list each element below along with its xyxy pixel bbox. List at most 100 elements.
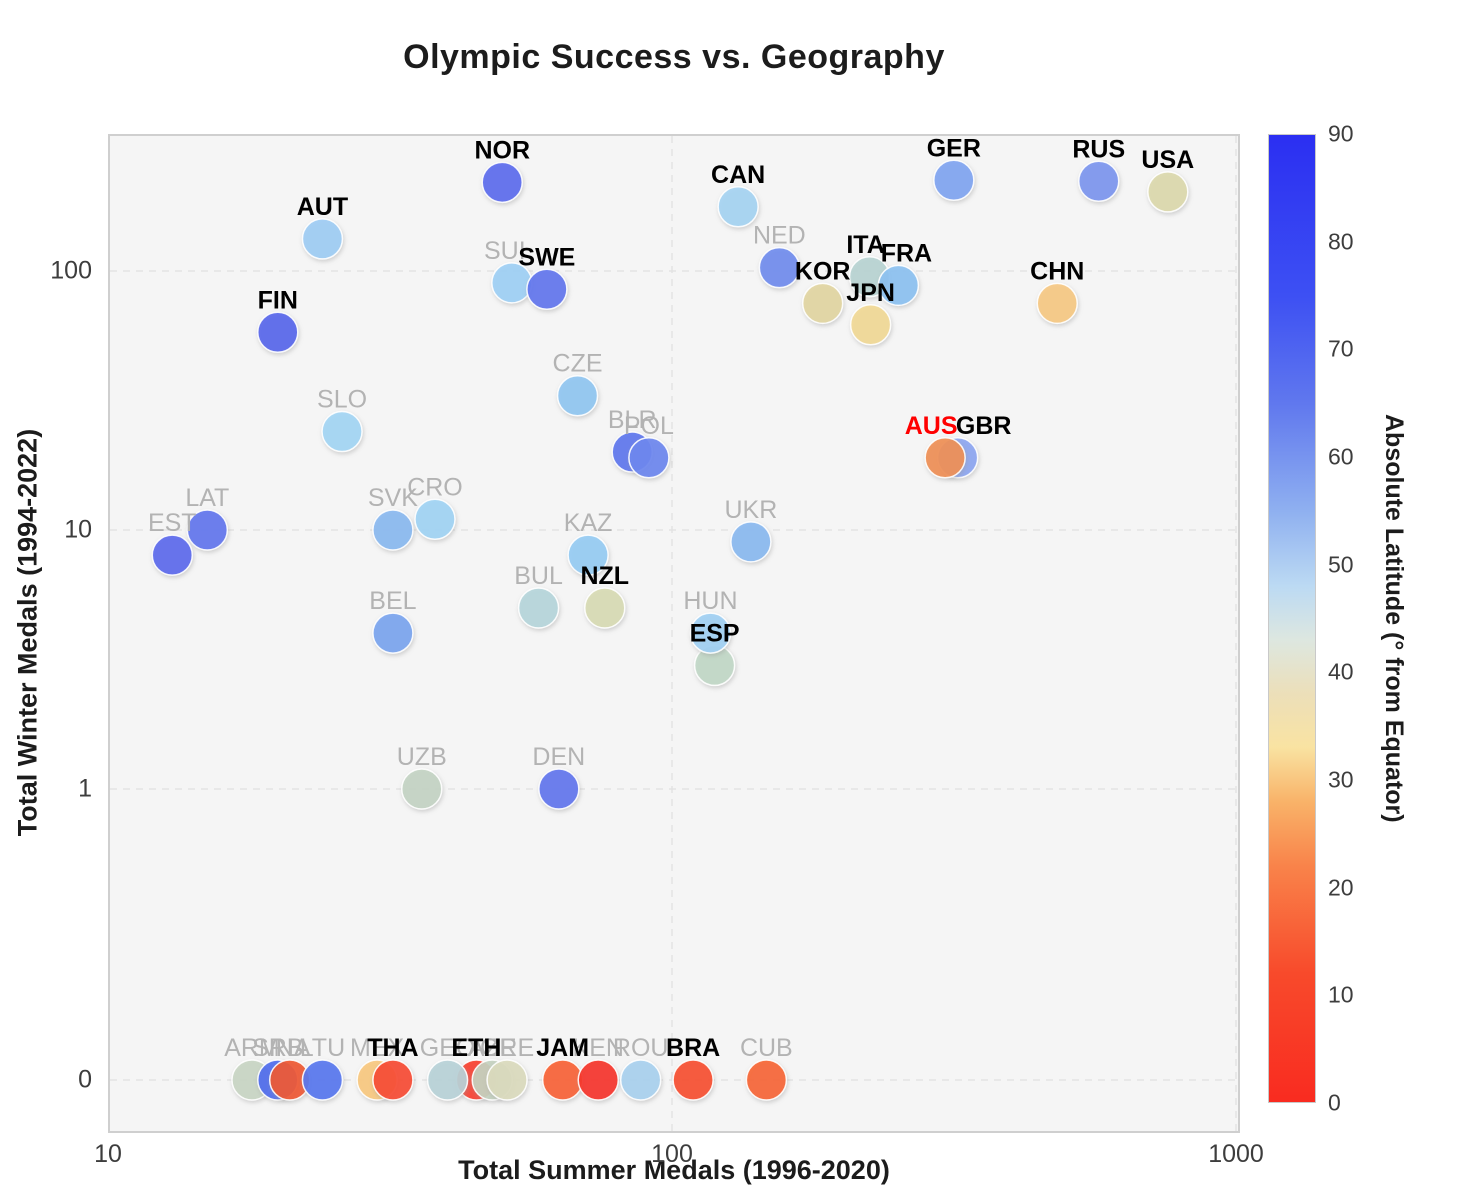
colorbar-tick-40: 40	[1328, 658, 1354, 685]
point-label-INA: INA	[269, 1034, 311, 1062]
data-point-SVK	[372, 509, 414, 551]
point-label-USA: USA	[1141, 146, 1194, 174]
point-label-DEN: DEN	[532, 743, 585, 771]
data-point-RUS	[1077, 160, 1120, 203]
point-label-ITA: ITA	[846, 231, 884, 259]
point-label-JPN: JPN	[846, 279, 895, 307]
point-label-EST: EST	[148, 509, 197, 537]
data-point-BUL	[517, 587, 560, 629]
point-label-ETH: ETH	[451, 1034, 501, 1062]
y-tick-1: 1	[78, 774, 92, 803]
point-label-BRA: BRA	[666, 1034, 720, 1062]
data-point-CUB	[745, 1059, 788, 1101]
x-tick-1000: 1000	[1208, 1140, 1264, 1168]
point-label-FRA: FRA	[881, 239, 932, 267]
data-point-LTU	[301, 1059, 344, 1101]
data-point-UZB	[401, 768, 443, 810]
data-point-LAT	[186, 509, 229, 551]
point-label-ESP: ESP	[690, 619, 740, 647]
point-label-NZL: NZL	[580, 562, 629, 590]
data-point-KEN	[577, 1059, 619, 1101]
data-point-GER	[933, 159, 975, 202]
point-label-NOR: NOR	[474, 136, 530, 164]
point-label-KEN: KEN	[573, 1034, 624, 1062]
data-point-JAM	[541, 1059, 584, 1101]
point-label-GER: GER	[927, 134, 981, 162]
point-label-ROU: ROU	[613, 1034, 669, 1062]
colorbar-tick-50: 50	[1328, 551, 1354, 578]
data-point-HUN	[689, 612, 732, 654]
data-point-FIN	[257, 311, 299, 354]
data-point-CAN	[717, 186, 759, 228]
point-label-BUL: BUL	[514, 562, 563, 590]
data-point-EST	[151, 534, 194, 576]
data-point-GRE	[486, 1059, 528, 1101]
data-point-CHN	[1036, 282, 1078, 325]
colorbar	[1268, 134, 1316, 1103]
data-point-NZL	[584, 587, 626, 629]
chart-title: Olympic Success vs. Geography	[403, 38, 945, 76]
data-point-DEN	[538, 768, 580, 810]
point-label-BEL: BEL	[369, 587, 416, 615]
point-label-SUI: SUI	[484, 237, 526, 265]
point-label-CZE: CZE	[553, 350, 603, 378]
data-point-BRA	[672, 1059, 714, 1101]
point-label-KOR: KOR	[795, 257, 851, 285]
point-label-RUS: RUS	[1072, 135, 1125, 163]
colorbar-tick-70: 70	[1328, 335, 1354, 362]
x-axis-title: Total Summer Medals (1996-2020)	[458, 1155, 890, 1185]
point-label-CRO: CRO	[407, 473, 463, 501]
point-label-SVK: SVK	[368, 484, 418, 512]
point-label-CUB: CUB	[740, 1034, 793, 1062]
point-label-SWE: SWE	[518, 243, 575, 271]
data-point-KOR	[801, 282, 844, 325]
point-label-GRE: GRE	[480, 1034, 534, 1062]
point-label-THA: THA	[367, 1034, 418, 1062]
colorbar-tick-30: 30	[1328, 766, 1354, 793]
colorbar-tick-10: 10	[1328, 981, 1354, 1008]
data-point-CRO	[414, 498, 456, 541]
point-label-UKR: UKR	[724, 496, 777, 524]
data-point-POL	[628, 437, 670, 479]
point-label-KAZ: KAZ	[564, 509, 613, 537]
colorbar-tick-60: 60	[1328, 443, 1354, 470]
data-point-KAZ	[567, 534, 609, 576]
point-label-UZB: UZB	[397, 743, 447, 771]
point-label-GBR: GBR	[956, 412, 1012, 440]
data-point-USA	[1147, 171, 1189, 213]
data-point-AUS	[924, 437, 966, 479]
data-point-NED	[758, 246, 801, 289]
data-point-SWE	[526, 268, 568, 311]
point-label-AUT: AUT	[297, 193, 348, 221]
point-label-LTU: LTU	[300, 1034, 345, 1062]
data-point-AUT	[301, 218, 344, 260]
point-label-NED: NED	[753, 222, 806, 250]
data-point-CZE	[556, 374, 599, 417]
x-tick-100: 100	[651, 1140, 693, 1168]
point-label-CHN: CHN	[1030, 257, 1084, 285]
y-tick-100: 100	[50, 256, 92, 285]
point-label-LAT: LAT	[185, 484, 229, 512]
colorbar-title: Absolute Latitude (° from Equator)	[1380, 414, 1408, 823]
y-tick-10: 10	[64, 515, 92, 544]
colorbar-tick-0: 0	[1328, 1089, 1341, 1116]
point-label-JAM: JAM	[536, 1034, 589, 1062]
data-point-BEL	[372, 612, 414, 654]
data-point-UKR	[730, 521, 772, 563]
point-label-AZE: AZE	[468, 1034, 517, 1062]
point-label-ARM: ARM	[224, 1034, 280, 1062]
colorbar-tick-80: 80	[1328, 228, 1354, 255]
colorbar-tick-90: 90	[1328, 120, 1354, 147]
point-label-CAN: CAN	[711, 161, 765, 189]
data-point-THA	[372, 1059, 414, 1101]
point-label-MEX: MEX	[350, 1034, 405, 1062]
point-label-SRB: SRB	[252, 1034, 303, 1062]
point-label-SLO: SLO	[317, 386, 367, 414]
data-point-SLO	[321, 410, 363, 453]
point-label-HUN: HUN	[683, 587, 737, 615]
point-label-POL: POL	[624, 412, 674, 440]
x-tick-10: 10	[94, 1140, 122, 1168]
data-point-ROU	[619, 1059, 662, 1101]
colorbar-tick-20: 20	[1328, 874, 1354, 901]
